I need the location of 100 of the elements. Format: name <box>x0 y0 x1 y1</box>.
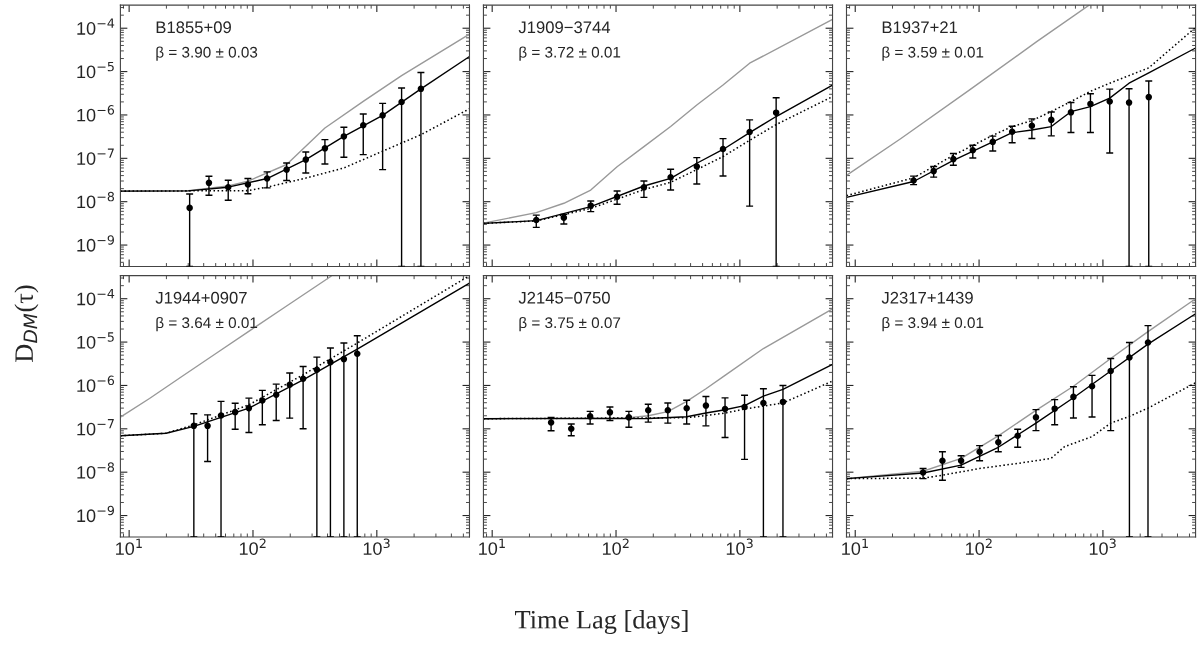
x-tick-label: 10$^{2}$ <box>966 538 992 555</box>
x-axis-title: Time Lag [days] <box>515 610 688 635</box>
point <box>1008 128 1016 136</box>
point <box>321 145 329 152</box>
point <box>340 355 348 363</box>
point <box>1107 367 1114 375</box>
y-tick-label: 10$^{−6}$ <box>77 375 115 393</box>
x-tick-label: 10$^{1}$ <box>479 538 505 556</box>
point <box>283 166 290 173</box>
y-tick-label: 10$^{−5}$ <box>77 61 114 79</box>
annotation: β = 3.59 ± 0.01 <box>882 46 984 61</box>
point <box>957 457 965 464</box>
point <box>1125 99 1133 106</box>
point <box>204 422 211 430</box>
point <box>976 448 983 455</box>
point <box>779 398 787 406</box>
point <box>741 403 748 411</box>
point <box>1028 122 1036 129</box>
x-tick-label: 10$^{3}$ <box>726 538 753 555</box>
point <box>693 163 701 170</box>
point <box>1014 432 1021 440</box>
point <box>746 128 753 136</box>
point <box>398 98 405 106</box>
point <box>302 156 310 163</box>
point <box>939 457 946 464</box>
point <box>379 112 386 119</box>
point <box>205 179 213 187</box>
point <box>244 181 252 188</box>
x-tick-label: 10$^{1}$ <box>116 538 142 556</box>
point <box>340 133 348 140</box>
annotation: β = 3.72 ± 0.01 <box>519 46 621 61</box>
y-axis-title: D$_{DM}$(τ) <box>14 285 39 362</box>
point <box>1144 339 1152 346</box>
point <box>547 419 555 426</box>
point <box>560 214 568 221</box>
point <box>587 202 595 209</box>
point <box>1048 116 1055 124</box>
point <box>354 350 361 357</box>
point <box>259 397 266 404</box>
y-tick-label: 10$^{−9}$ <box>77 505 114 523</box>
point <box>606 409 614 416</box>
annotation: β = 3.64 ± 0.01 <box>156 316 258 332</box>
y-tick-label: 10$^{−7}$ <box>77 419 114 436</box>
y-tick-label: 10$^{−5}$ <box>77 332 114 349</box>
point <box>772 109 780 116</box>
annotation: β = 3.90 ± 0.03 <box>156 46 258 61</box>
point <box>919 469 927 476</box>
point <box>1067 109 1075 116</box>
point <box>625 414 633 421</box>
point <box>186 204 193 212</box>
y-tick-label: 10$^{−4}$ <box>77 18 115 35</box>
point <box>1087 100 1094 108</box>
y-tick-label: 10$^{−7}$ <box>77 148 114 165</box>
x-tick-label: 10$^{3}$ <box>363 538 390 555</box>
point <box>702 402 710 409</box>
point <box>1126 354 1133 361</box>
point <box>760 399 767 407</box>
point <box>1070 393 1077 401</box>
annotation: J2145−0750 <box>518 291 610 304</box>
point <box>995 438 1002 446</box>
point <box>640 184 648 191</box>
point <box>683 405 690 412</box>
annotation: β = 3.75 ± 0.07 <box>519 316 621 332</box>
point <box>299 375 307 382</box>
x-tick-label: 10$^{2}$ <box>239 538 266 555</box>
y-tick-label: 10$^{−8}$ <box>77 462 115 479</box>
x-tick-label: 10$^{3}$ <box>1089 538 1116 555</box>
point <box>190 422 198 430</box>
annotation: B1937+21 <box>882 21 958 34</box>
point <box>533 216 540 224</box>
point <box>1088 382 1096 390</box>
point <box>989 138 997 146</box>
point <box>664 407 672 414</box>
point <box>263 175 271 182</box>
y-tick-label: 10$^{−9}$ <box>77 235 114 252</box>
point <box>969 147 977 154</box>
point <box>721 405 729 413</box>
point <box>231 408 239 416</box>
annotation: B1855+09 <box>156 21 231 34</box>
annotation: J2317+1439 <box>881 291 973 304</box>
point <box>360 121 367 129</box>
point <box>568 425 575 433</box>
annotation: J1909−3744 <box>518 21 611 34</box>
point <box>719 145 727 153</box>
point <box>1051 405 1058 412</box>
point <box>586 413 594 420</box>
point <box>1145 93 1153 101</box>
point <box>313 366 321 374</box>
point <box>327 358 334 366</box>
point <box>667 174 674 181</box>
point <box>613 193 621 201</box>
point <box>286 381 293 388</box>
point <box>417 85 425 93</box>
y-tick-label: 10$^{−4}$ <box>77 289 115 306</box>
point <box>217 412 225 419</box>
point <box>1106 98 1113 105</box>
x-tick-label: 10$^{2}$ <box>602 538 629 555</box>
y-tick-label: 10$^{−6}$ <box>77 105 115 122</box>
point <box>272 391 280 399</box>
annotation: J1944+0907 <box>155 291 247 304</box>
